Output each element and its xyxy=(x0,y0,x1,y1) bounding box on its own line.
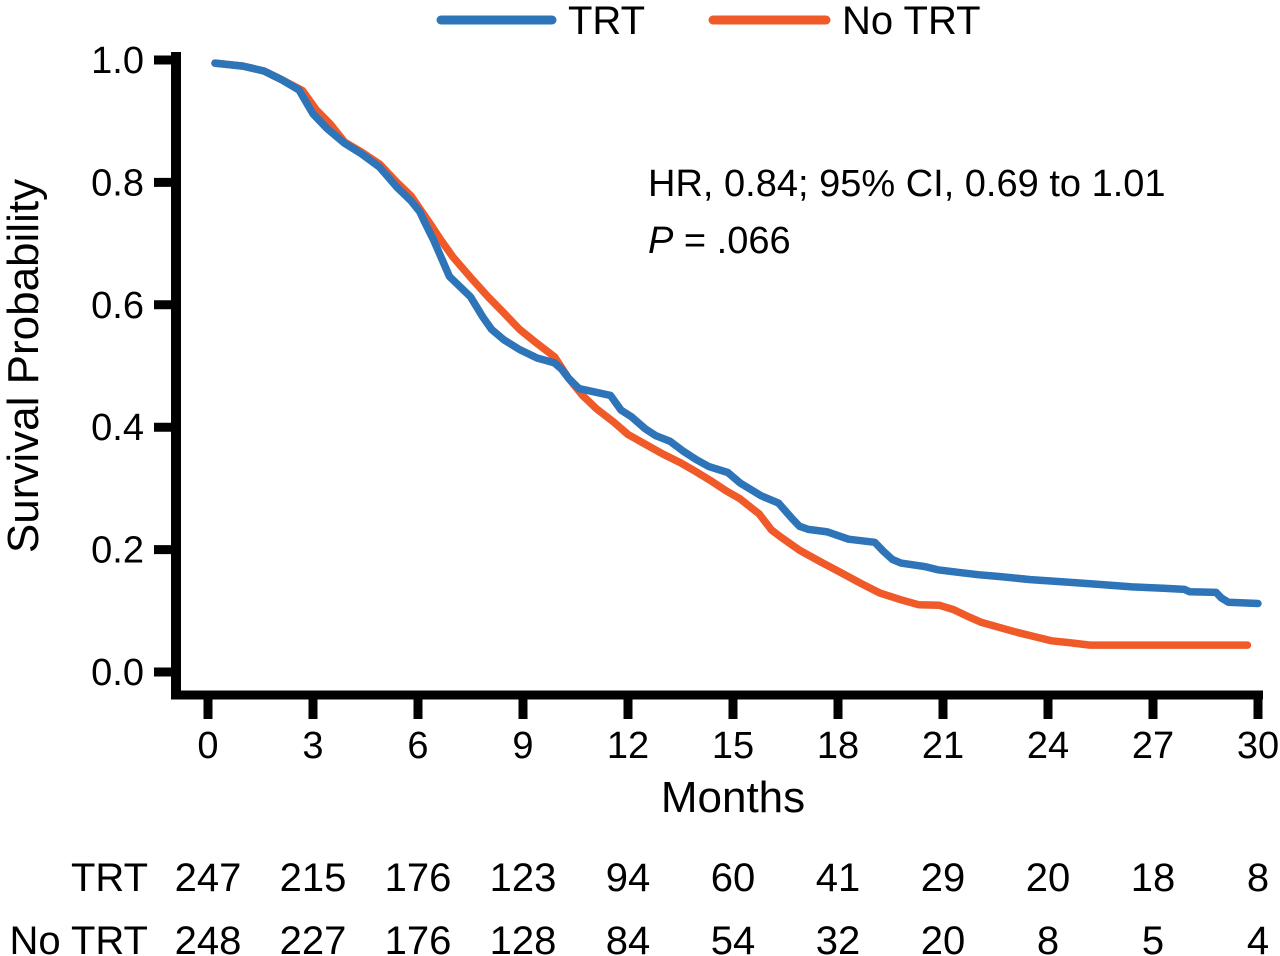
y-tick-label: 0.6 xyxy=(91,285,144,327)
risk-row-label-trt: TRT xyxy=(71,856,148,900)
risk-count: 128 xyxy=(490,919,557,956)
x-tick-label: 18 xyxy=(817,725,859,767)
annotation: HR, 0.84; 95% CI, 0.69 to 1.01 P = .066 xyxy=(648,163,1166,262)
risk-count: 248 xyxy=(175,919,242,956)
x-tick-label: 21 xyxy=(922,725,964,767)
y-ticks: 1.0 0.8 0.6 0.4 0.2 0.0 xyxy=(91,40,176,694)
risk-count: 215 xyxy=(280,856,347,900)
x-tick-label: 9 xyxy=(512,725,533,767)
y-tick-label: 0.2 xyxy=(91,530,144,572)
risk-count: 176 xyxy=(385,919,452,956)
x-axis-title: Months xyxy=(661,773,805,822)
p-value-text: = .066 xyxy=(673,220,790,262)
risk-count: 123 xyxy=(490,856,557,900)
curve-no-trt xyxy=(211,59,1252,649)
axes xyxy=(171,52,1263,700)
legend: TRT No TRT xyxy=(436,0,981,43)
risk-count: 94 xyxy=(606,856,651,900)
p-symbol: P xyxy=(648,220,674,262)
risk-count: 32 xyxy=(816,919,861,956)
x-tick-label: 24 xyxy=(1027,725,1069,767)
x-tick-label: 30 xyxy=(1237,725,1279,767)
risk-count: 54 xyxy=(711,919,756,956)
risk-count: 8 xyxy=(1037,919,1059,956)
x-tick-label: 6 xyxy=(407,725,428,767)
risk-row-label-no-trt: No TRT xyxy=(9,919,148,956)
y-tick-label: 0.8 xyxy=(91,162,144,204)
risk-count: 20 xyxy=(1026,856,1071,900)
x-tick-label: 12 xyxy=(607,725,649,767)
legend-label-no-trt: No TRT xyxy=(842,0,981,43)
p-value-annotation: P = .066 xyxy=(648,220,791,262)
y-tick-label: 0.0 xyxy=(91,652,144,694)
risk-count: 84 xyxy=(606,919,651,956)
x-tick-label: 15 xyxy=(712,725,754,767)
curves xyxy=(211,59,1262,649)
x-tick-label: 0 xyxy=(197,725,218,767)
risk-count: 227 xyxy=(280,919,347,956)
legend-label-trt: TRT xyxy=(568,0,645,43)
risk-count: 20 xyxy=(921,919,966,956)
risk-count: 8 xyxy=(1247,856,1269,900)
risk-count: 60 xyxy=(711,856,756,900)
x-ticks: 0 3 6 9 12 15 18 21 24 27 30 xyxy=(197,695,1279,767)
risk-count: 247 xyxy=(175,856,242,900)
risk-count: 29 xyxy=(921,856,966,900)
risk-count: 4 xyxy=(1247,919,1269,956)
risk-table: TRT 247 215 176 123 94 60 41 29 20 18 8 No TRT 248 227… xyxy=(9,856,1269,956)
x-tick-label: 27 xyxy=(1132,725,1174,767)
risk-count: 41 xyxy=(816,856,861,900)
y-axis-title: Survival Probability xyxy=(0,179,48,553)
x-tick-label: 3 xyxy=(302,725,323,767)
curve-trt xyxy=(211,59,1262,608)
y-tick-label: 1.0 xyxy=(91,40,144,82)
hr-annotation: HR, 0.84; 95% CI, 0.69 to 1.01 xyxy=(648,163,1166,205)
risk-count: 18 xyxy=(1131,856,1176,900)
y-tick-label: 0.4 xyxy=(91,407,144,449)
risk-count: 5 xyxy=(1142,919,1164,956)
risk-count: 176 xyxy=(385,856,452,900)
